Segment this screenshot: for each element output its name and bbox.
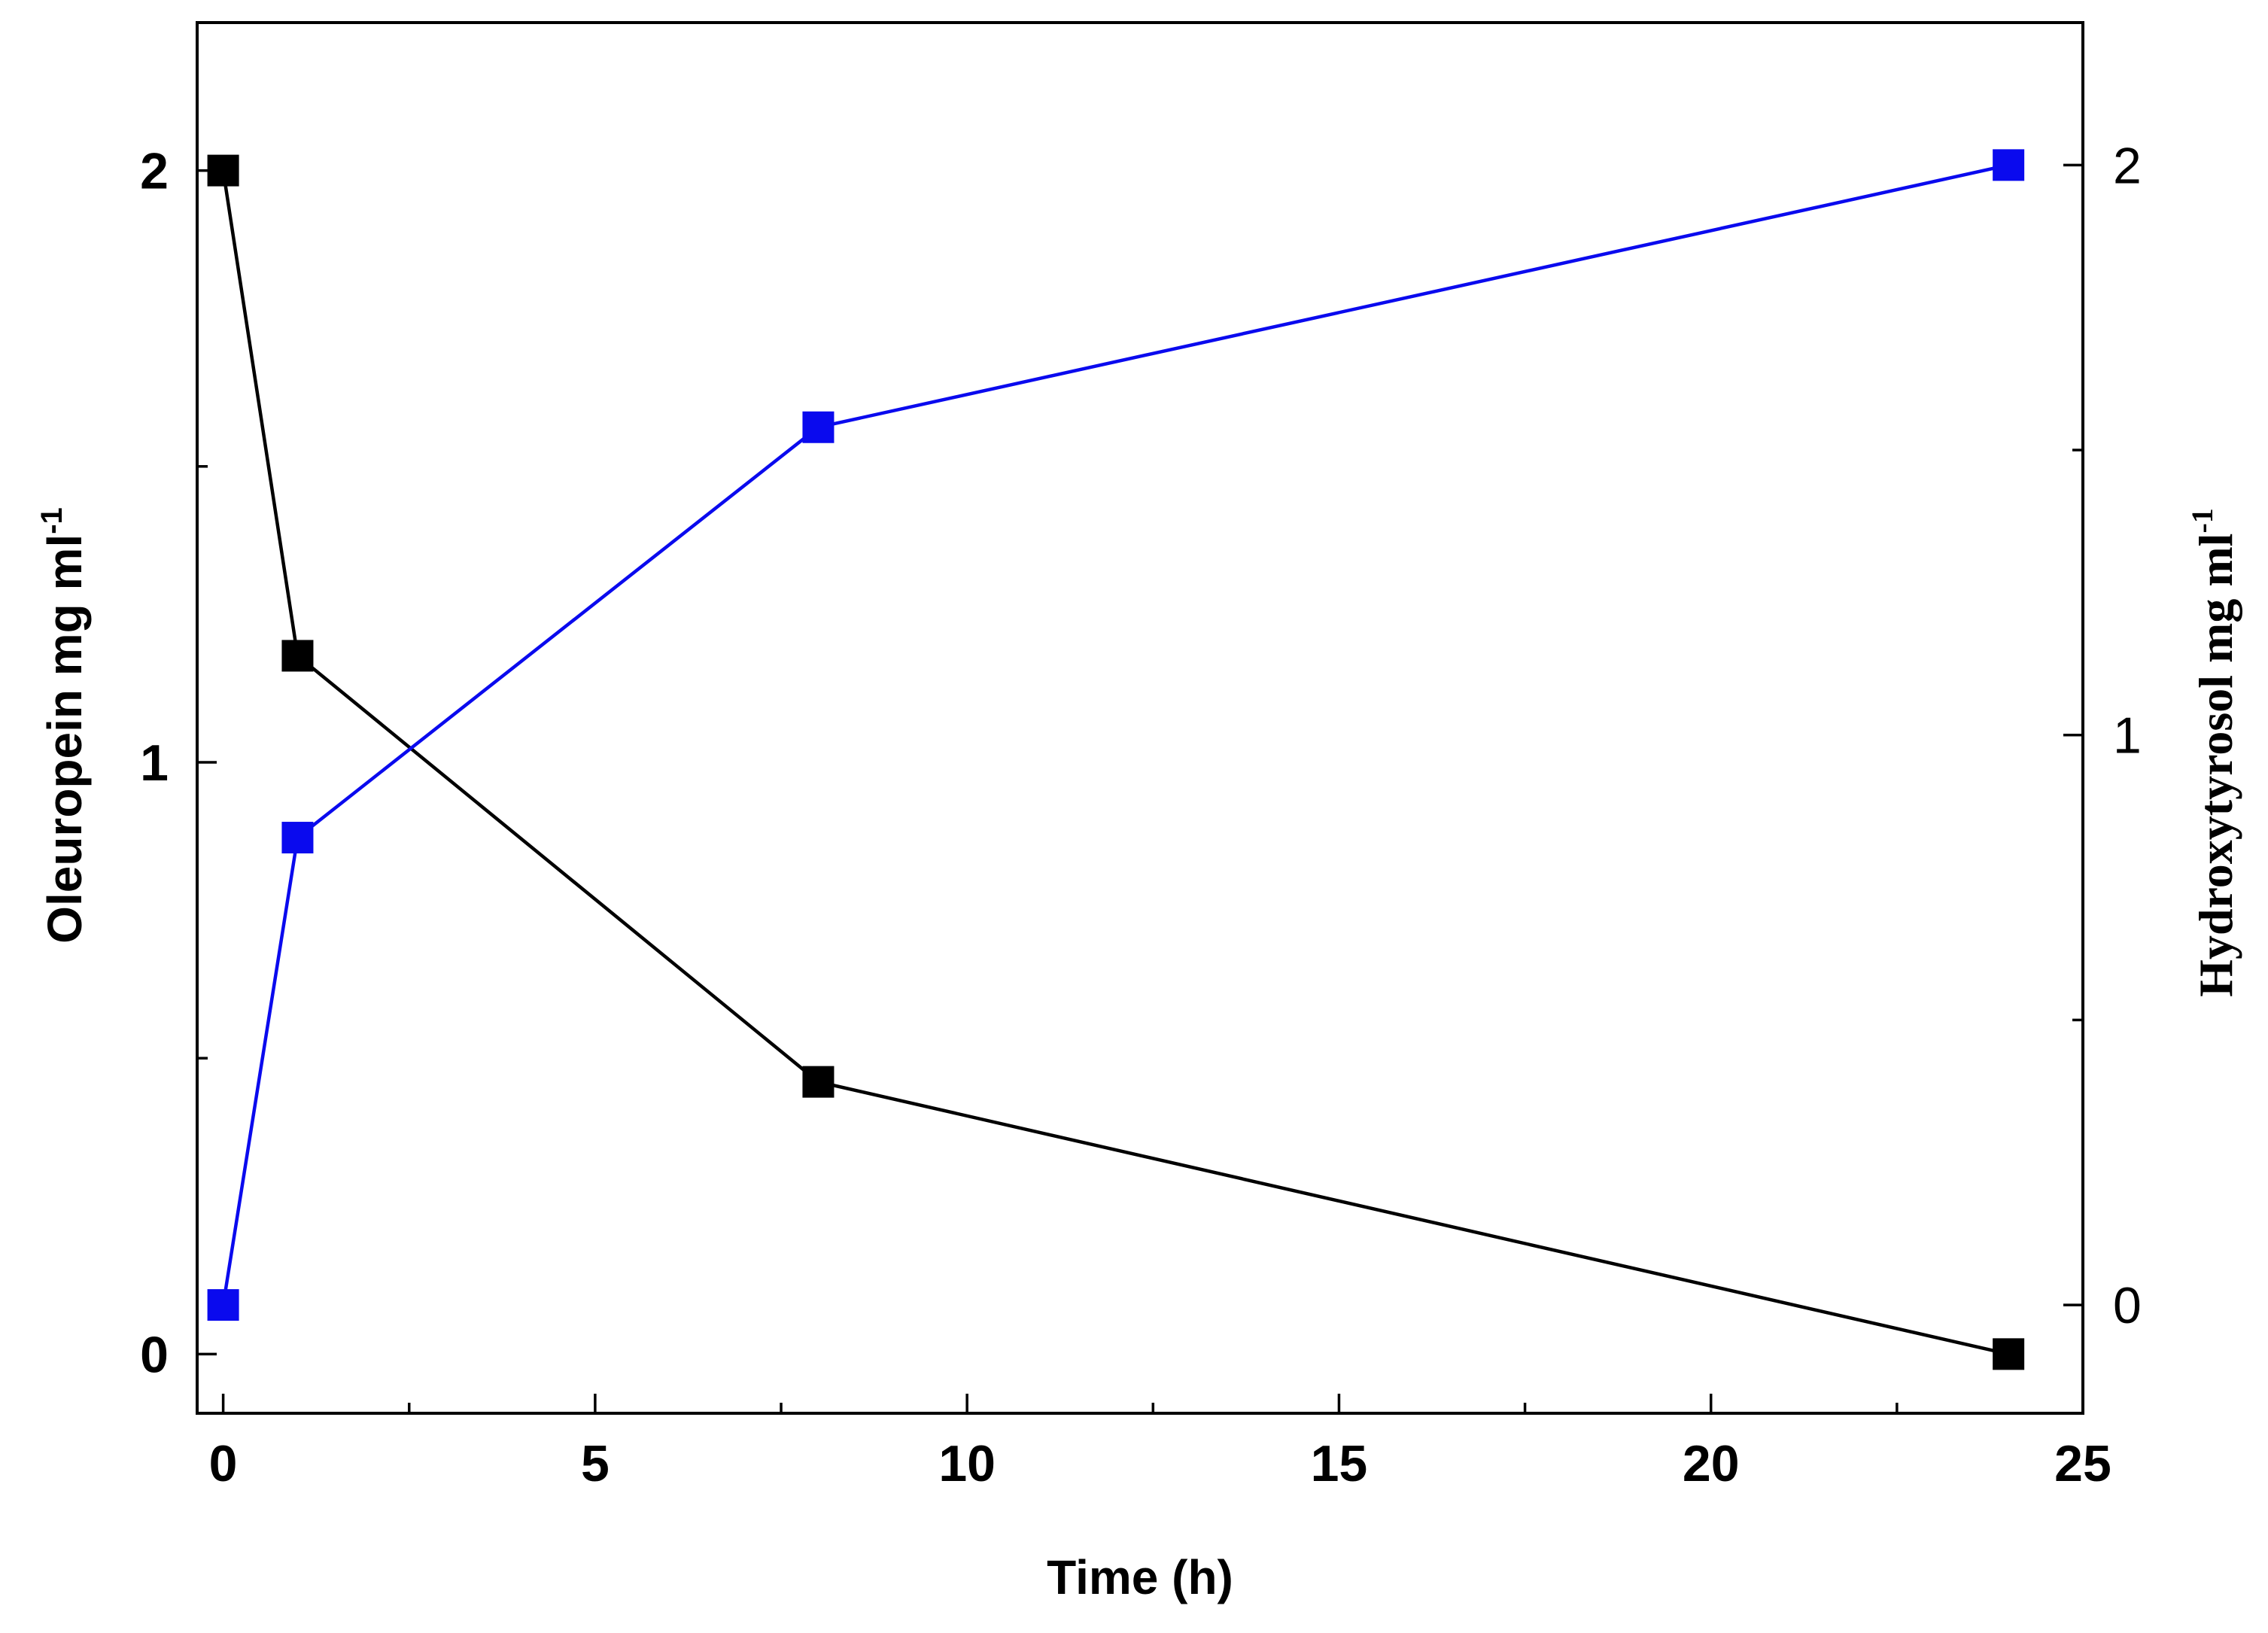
y-left-tick-label: 2: [140, 143, 169, 200]
data-point: [1993, 149, 2025, 181]
x-axis-title: Time (h): [1047, 1550, 1233, 1604]
y-right-tick-label: 0: [2113, 1277, 2142, 1334]
y-left-axis-title: Oleuropein mg ml-1: [35, 507, 92, 944]
data-point: [207, 1289, 239, 1321]
series-line: [221, 163, 2009, 1306]
x-tick-label: 5: [581, 1435, 610, 1492]
x-tick-label: 10: [938, 1435, 996, 1492]
y-left-tick-label: 1: [140, 734, 169, 792]
y-right-tick-label: 2: [2113, 137, 2142, 194]
data-point: [802, 411, 835, 443]
y-right-axis-title-text: Hydroxytyrosol mg ml: [2189, 534, 2242, 997]
y-left-axis-title-text: Oleuropein mg ml: [38, 534, 92, 944]
series-line: [221, 170, 2009, 1356]
data-point: [281, 822, 314, 854]
plot-frame: [196, 21, 2084, 1415]
x-tick-label: 20: [1683, 1435, 1740, 1492]
series-2: [207, 149, 2025, 1321]
series-layer: [207, 149, 2025, 1370]
y-right-tick-label: 1: [2113, 707, 2142, 765]
x-tick-label: 25: [2054, 1435, 2111, 1492]
y-left-tick-label: 0: [140, 1326, 169, 1383]
y-right-axis-title: Hydroxytyrosol mg ml-1: [2185, 508, 2242, 997]
data-point: [1993, 1338, 2025, 1370]
axes: [196, 21, 2084, 1415]
data-point: [207, 154, 239, 187]
x-tick-label: 0: [209, 1435, 238, 1492]
data-point: [281, 640, 314, 672]
x-tick-label: 15: [1311, 1435, 1368, 1492]
y-right-axis-title-sup: -1: [2185, 508, 2219, 533]
series-1: [207, 154, 2025, 1370]
y-left-axis-title-sup: -1: [35, 507, 68, 534]
data-point: [802, 1066, 835, 1098]
